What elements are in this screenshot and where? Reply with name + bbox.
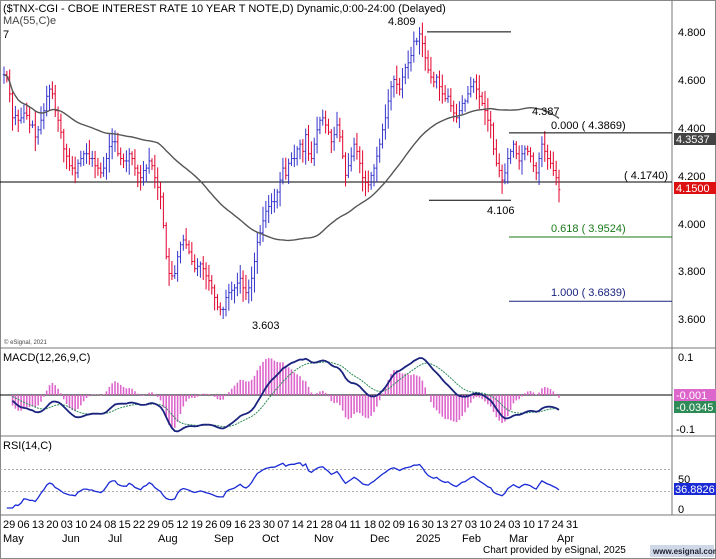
date-tick: 21 (306, 519, 318, 531)
month-label: Sep (214, 533, 234, 545)
ma-55-line (3, 74, 560, 242)
date-tick: 03 (465, 519, 477, 531)
date-tick: 24 (552, 519, 564, 531)
last-price-box (674, 182, 716, 194)
price-tick: 4.400 (678, 123, 706, 135)
date-tick: 10 (479, 519, 491, 531)
date-tick: 31 (566, 519, 578, 531)
price-tick: 4.600 (678, 75, 706, 87)
ma-label: MA(55,C)e (3, 15, 56, 27)
rsi-tick: 0 (678, 504, 684, 516)
date-tick: 18 (364, 519, 376, 531)
annotation-swing-low: 4.106 (487, 205, 515, 217)
date-tick: 19 (191, 519, 203, 531)
ma-value-box (674, 133, 716, 145)
date-tick: 13 (436, 519, 448, 531)
date-tick: 26 (205, 519, 217, 531)
date-tick: 29 (3, 519, 15, 531)
date-axis: 29 06 13 20 03 10 24 08 15 22 29 05 12 19 26 09 16 23 30 07… (3, 519, 578, 545)
level-label-618: 0.618 ( 3.9524) (551, 223, 626, 235)
rsi-line (6, 462, 560, 509)
date-tick: 22 (133, 519, 145, 531)
date-tick: 08 (104, 519, 116, 531)
month-label: Jun (62, 533, 80, 545)
footer-credit: Chart provided by eSignal, 2025 (483, 545, 626, 556)
date-tick: 10 (523, 519, 535, 531)
macd-tick: -0.1 (676, 424, 695, 436)
macd-tick: 0.1 (678, 352, 693, 364)
date-tick: 04 (335, 519, 347, 531)
annotation-swing-high: 4.387 (532, 106, 560, 118)
macd-panel (0, 357, 672, 433)
ma-value: 4.3537 (676, 134, 710, 146)
date-tick: 09 (220, 519, 232, 531)
date-tick: 13 (32, 519, 44, 531)
date-tick: 24 (90, 519, 102, 531)
month-label: 2025 (416, 533, 440, 545)
date-tick: 30 (422, 519, 434, 531)
date-tick: 27 (451, 519, 463, 531)
date-tick: 15 (119, 519, 131, 531)
date-tick: 07 (277, 519, 289, 531)
date-tick: 03 (508, 519, 520, 531)
month-label: Aug (158, 533, 178, 545)
price-tick: 4.000 (678, 219, 706, 231)
level-label-4174: ( 4.1740) (624, 170, 668, 182)
date-tick: 02 (378, 519, 390, 531)
date-tick: 12 (176, 519, 188, 531)
month-label: Feb (462, 533, 481, 545)
date-tick: 03 (61, 519, 73, 531)
month-label: Mar (509, 533, 528, 545)
macd-value-box (674, 389, 716, 401)
signal-value: -0.0345 (676, 402, 713, 414)
macd-line (11, 357, 560, 433)
date-tick: 16 (407, 519, 419, 531)
date-tick: 29 (147, 519, 159, 531)
price-panel (2, 22, 672, 320)
month-label: Oct (262, 533, 279, 545)
esignal-logo: www.esignal.com (652, 547, 716, 556)
signal-value-box (674, 401, 716, 413)
rsi-label: RSI(14,C) (3, 440, 52, 452)
corner-number: 7 (3, 29, 9, 41)
price-axis: 4.800 4.600 4.400 4.200 4.000 3.800 3.60… (678, 27, 706, 326)
price-tick: 4.200 (678, 171, 706, 183)
date-tick: 05 (162, 519, 174, 531)
month-label: Dec (370, 533, 390, 545)
date-tick: 14 (292, 519, 304, 531)
month-label: Nov (314, 533, 334, 545)
date-tick: 06 (17, 519, 29, 531)
price-tick: 3.800 (678, 266, 706, 278)
date-tick: 20 (46, 519, 58, 531)
month-label: May (3, 533, 24, 545)
rsi-value-box (674, 483, 716, 495)
month-label: Jul (108, 533, 122, 545)
date-tick: 24 (494, 519, 506, 531)
level-label-1000: 1.000 ( 3.6839) (551, 287, 626, 299)
level-label-0: 0.000 ( 4.3869) (551, 120, 626, 132)
price-tick: 4.800 (678, 27, 706, 39)
macd-value: -0.001 (676, 390, 707, 402)
date-tick: 23 (248, 519, 260, 531)
date-tick: 30 (263, 519, 275, 531)
rsi-panel (0, 462, 672, 509)
copyright-text: © eSignal, 2021 (4, 339, 47, 346)
annotation-low: 3.603 (252, 320, 280, 332)
month-label: Apr (557, 533, 574, 545)
date-tick: 10 (75, 519, 87, 531)
annotation-high: 4.809 (388, 16, 416, 28)
date-tick: 28 (321, 519, 333, 531)
date-tick: 16 (234, 519, 246, 531)
date-tick: 17 (537, 519, 549, 531)
last-price-value: 4.1500 (676, 183, 710, 195)
date-tick: 11 (350, 519, 361, 531)
price-tick: 3.600 (678, 314, 706, 326)
esignal-logo-bg (650, 545, 714, 557)
rsi-value: 36.8826 (675, 484, 715, 496)
macd-label: MACD(12,26,9,C) (3, 352, 90, 364)
date-tick: 09 (393, 519, 405, 531)
chart-title: ($TNX-CGI - CBOE INTEREST RATE 10 YEAR T… (3, 3, 446, 15)
